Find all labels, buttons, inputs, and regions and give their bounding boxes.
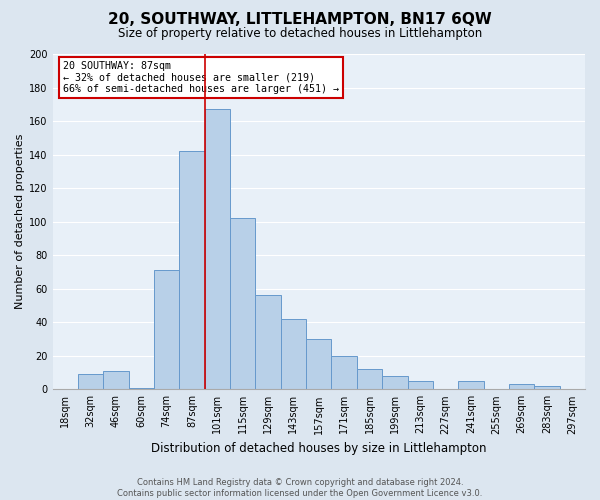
Text: Contains HM Land Registry data © Crown copyright and database right 2024.
Contai: Contains HM Land Registry data © Crown c… — [118, 478, 482, 498]
Text: Size of property relative to detached houses in Littlehampton: Size of property relative to detached ho… — [118, 28, 482, 40]
Bar — [128, 388, 154, 390]
Bar — [205, 110, 230, 390]
Bar — [230, 218, 256, 390]
Y-axis label: Number of detached properties: Number of detached properties — [15, 134, 25, 310]
Bar — [179, 151, 205, 390]
Bar — [357, 369, 382, 390]
X-axis label: Distribution of detached houses by size in Littlehampton: Distribution of detached houses by size … — [151, 442, 487, 455]
Bar — [306, 339, 331, 390]
Bar — [509, 384, 534, 390]
Bar — [154, 270, 179, 390]
Bar — [281, 319, 306, 390]
Text: 20 SOUTHWAY: 87sqm
← 32% of detached houses are smaller (219)
66% of semi-detach: 20 SOUTHWAY: 87sqm ← 32% of detached hou… — [63, 60, 339, 94]
Text: 20, SOUTHWAY, LITTLEHAMPTON, BN17 6QW: 20, SOUTHWAY, LITTLEHAMPTON, BN17 6QW — [108, 12, 492, 28]
Bar — [407, 381, 433, 390]
Bar — [103, 371, 128, 390]
Bar — [78, 374, 103, 390]
Bar — [458, 381, 484, 390]
Bar — [331, 356, 357, 390]
Bar — [382, 376, 407, 390]
Bar — [534, 386, 560, 390]
Bar — [256, 296, 281, 390]
